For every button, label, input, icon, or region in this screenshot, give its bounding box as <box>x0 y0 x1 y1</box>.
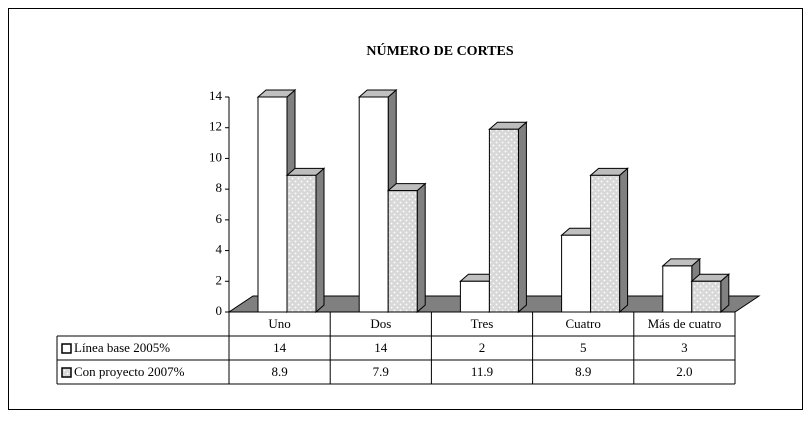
x-tick-label: Uno <box>268 316 290 331</box>
legend-key <box>61 343 72 354</box>
table-value: 7.9 <box>373 364 389 379</box>
bar <box>661 257 702 314</box>
bar <box>488 121 528 314</box>
table-value: 2 <box>479 340 486 355</box>
legend-label: Línea base 2005% <box>74 340 170 355</box>
table-value: 11.9 <box>471 364 493 379</box>
chart-title: NÚMERO DE CORTES <box>366 42 514 59</box>
x-tick-label: Cuatro <box>566 316 601 331</box>
bar <box>690 273 731 314</box>
bar <box>285 167 326 314</box>
y-tick-label: 0 <box>216 303 223 318</box>
y-tick-label: 12 <box>209 119 222 134</box>
table-value: 2.0 <box>676 364 692 379</box>
legend-label: Con proyecto 2007% <box>74 364 185 379</box>
table-value: 14 <box>273 340 287 355</box>
y-tick-label: 2 <box>216 272 223 287</box>
bar <box>386 182 427 314</box>
legend-key <box>61 367 72 378</box>
x-tick-label: Más de cuatro <box>648 316 722 331</box>
y-tick-label: 14 <box>209 88 223 103</box>
table-value: 8.9 <box>575 364 591 379</box>
y-tick-label: 4 <box>216 242 223 257</box>
table-value: 3 <box>681 340 688 355</box>
y-tick-label: 6 <box>216 211 223 226</box>
table-value: 14 <box>374 340 388 355</box>
bar <box>589 167 629 314</box>
table-value: 5 <box>580 340 587 355</box>
y-tick-label: 8 <box>216 180 223 195</box>
y-tick-label: 10 <box>209 149 222 164</box>
x-tick-label: Dos <box>370 316 391 331</box>
table-value: 8.9 <box>271 364 287 379</box>
x-tick-label: Tres <box>471 316 494 331</box>
